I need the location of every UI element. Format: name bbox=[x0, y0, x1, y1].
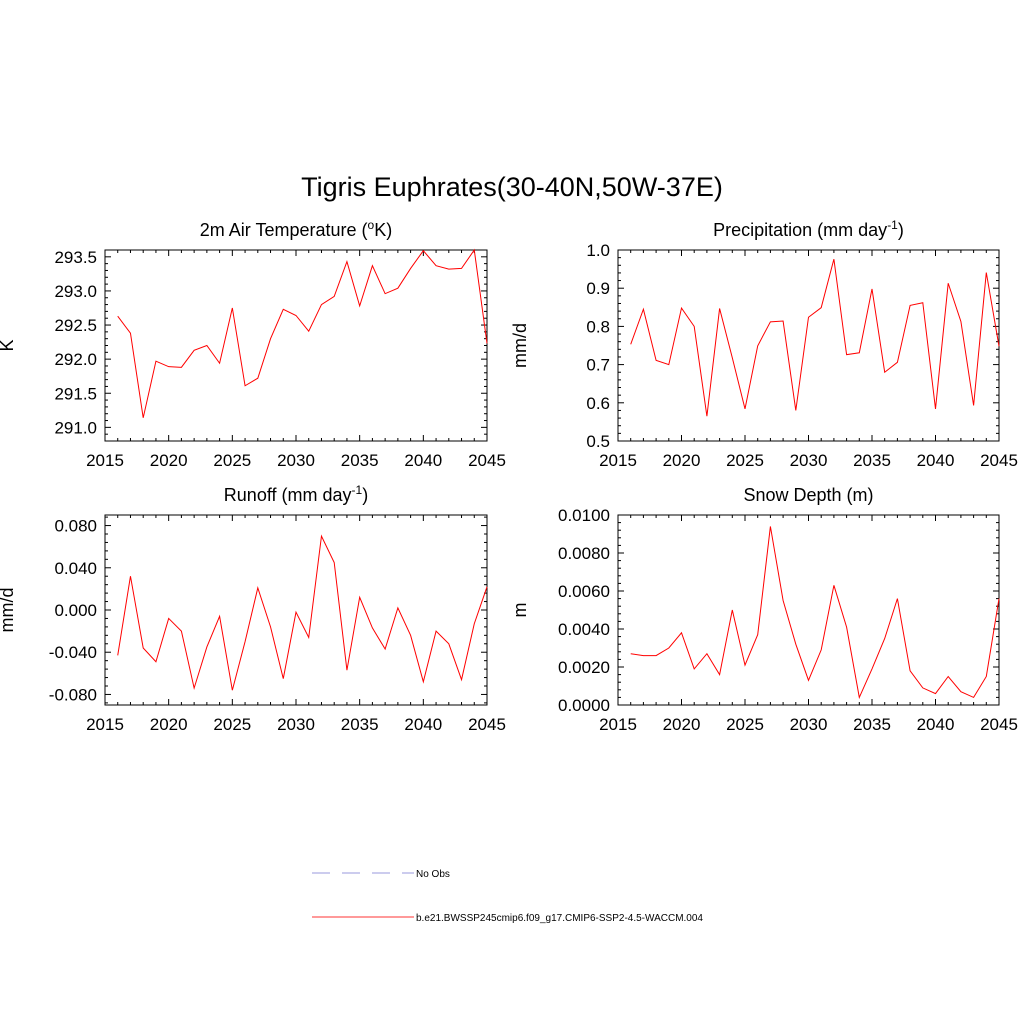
air-temperature-y-tick-label: 293.0 bbox=[54, 282, 97, 301]
snow-depth-plot-frame bbox=[617, 514, 1000, 706]
runoff-y-tick-label: -0.080 bbox=[49, 685, 97, 704]
precipitation-y-tick-label: 0.6 bbox=[586, 394, 610, 413]
snow-depth-x-tick-label: 2020 bbox=[663, 715, 701, 734]
precipitation-x-tick-label: 2040 bbox=[917, 451, 955, 470]
precipitation-title-main: Precipitation (mm day bbox=[713, 220, 887, 240]
snow-depth-y-tick-label: 0.0080 bbox=[558, 544, 610, 563]
runoff-x-tick-label: 2035 bbox=[341, 715, 379, 734]
precipitation-x-tick-label: 2025 bbox=[726, 451, 764, 470]
precipitation-x-tick-label: 2045 bbox=[980, 451, 1018, 470]
legend-label-model: b.e21.BWSSP245cmip6.f09_g17.CMIP6-SSP2-4… bbox=[416, 913, 703, 924]
runoff-panel-title: Runoff (mm day-1) bbox=[224, 483, 368, 505]
precipitation-x-tick-label: 2030 bbox=[790, 451, 828, 470]
air-temperature-y-tick-label: 291.0 bbox=[54, 418, 97, 437]
precipitation-y-tick-label: 0.5 bbox=[586, 432, 610, 451]
panel-runoff: 2015 2020 2025 2030 2035 2040 2045 -0.080 -0.040… bbox=[0, 483, 506, 734]
air-temperature-y-tick-label: 292.0 bbox=[54, 350, 97, 369]
snow-depth-y-tick-label: 0.0100 bbox=[558, 506, 610, 525]
runoff-x-tick-label: 2015 bbox=[86, 715, 124, 734]
air-temperature-y-axis-label: K bbox=[0, 339, 17, 351]
runoff-y-tick-label: 0.000 bbox=[54, 601, 97, 620]
snow-depth-x-tick-label: 2025 bbox=[726, 715, 764, 734]
runoff-title-tail: ) bbox=[362, 485, 368, 505]
precipitation-x-tick-label: 2035 bbox=[853, 451, 891, 470]
air-temperature-x-tick-label: 2045 bbox=[468, 451, 506, 470]
air-temperature-title-tail: K) bbox=[374, 220, 392, 240]
air-temperature-series-line bbox=[117, 248, 488, 418]
air-temperature-y-tick-label: 292.5 bbox=[54, 316, 97, 335]
air-temperature-x-tick-label: 2020 bbox=[150, 451, 188, 470]
runoff-title-main: Runoff (mm day bbox=[224, 485, 352, 505]
precipitation-y-tick-label: 0.8 bbox=[586, 317, 610, 336]
runoff-x-tick-label: 2040 bbox=[404, 715, 442, 734]
runoff-x-tick-label: 2045 bbox=[468, 715, 506, 734]
runoff-x-tick-label: 2020 bbox=[150, 715, 188, 734]
snow-depth-y-tick-label: 0.0040 bbox=[558, 620, 610, 639]
air-temperature-x-tick-label: 2025 bbox=[213, 451, 251, 470]
runoff-x-tick-label: 2025 bbox=[213, 715, 251, 734]
precipitation-y-tick-label: 0.7 bbox=[586, 356, 610, 375]
snow-depth-x-tick-label: 2015 bbox=[599, 715, 637, 734]
air-temperature-x-tick-label: 2015 bbox=[86, 451, 124, 470]
panels: 2015 2020 2025 2030 2035 2040 2045 291.0 291.5 29… bbox=[0, 218, 1018, 734]
runoff-y-tick-label: -0.040 bbox=[49, 643, 97, 662]
precipitation-series-line bbox=[630, 259, 1000, 417]
precipitation-y-axis-label: mm/d bbox=[510, 323, 530, 368]
air-temperature-y-tick-label: 291.5 bbox=[54, 384, 97, 403]
precipitation-y-tick-label: 0.9 bbox=[586, 279, 610, 298]
runoff-y-tick-label: 0.040 bbox=[54, 559, 97, 578]
snow-depth-x-tick-label: 2045 bbox=[980, 715, 1018, 734]
figure-title: Tigris Euphrates(30-40N,50W-37E) bbox=[301, 172, 723, 202]
snow-depth-y-axis-label: m bbox=[510, 603, 530, 618]
snow-depth-y-tick-label: 0.0000 bbox=[558, 696, 610, 715]
air-temperature-panel-title: 2m Air Temperature (oK) bbox=[200, 218, 392, 240]
air-temperature-x-tick-label: 2030 bbox=[277, 451, 315, 470]
legend: No Obs b.e21.BWSSP245cmip6.f09_g17.CMIP6… bbox=[312, 869, 703, 924]
snow-depth-x-tick-label: 2040 bbox=[917, 715, 955, 734]
air-temperature-title-main: 2m Air Temperature ( bbox=[200, 220, 368, 240]
precipitation-title-superscript: -1 bbox=[887, 218, 898, 232]
legend-label-no-obs: No Obs bbox=[416, 869, 450, 880]
runoff-x-tick-label: 2030 bbox=[277, 715, 315, 734]
runoff-series-line bbox=[117, 534, 488, 691]
air-temperature-x-tick-label: 2035 bbox=[341, 451, 379, 470]
precipitation-panel-title: Precipitation (mm day-1) bbox=[713, 218, 904, 240]
snow-depth-x-tick-label: 2030 bbox=[790, 715, 828, 734]
precipitation-x-tick-label: 2015 bbox=[599, 451, 637, 470]
runoff-y-axis-label: mm/d bbox=[0, 588, 17, 633]
precipitation-title-tail: ) bbox=[898, 220, 904, 240]
air-temperature-x-tick-label: 2040 bbox=[404, 451, 442, 470]
snow-depth-title-main: Snow Depth (m) bbox=[743, 485, 873, 505]
panel-air-temperature: 2015 2020 2025 2030 2035 2040 2045 291.0 291.5 29… bbox=[0, 218, 506, 470]
snow-depth-y-tick-label: 0.0060 bbox=[558, 582, 610, 601]
snow-depth-y-tick-label: 0.0020 bbox=[558, 658, 610, 677]
snow-depth-series-line bbox=[630, 526, 1000, 700]
air-temperature-y-tick-label: 293.5 bbox=[54, 248, 97, 267]
precipitation-y-tick-label: 1.0 bbox=[586, 241, 610, 260]
snow-depth-panel-title: Snow Depth (m) bbox=[743, 485, 873, 505]
runoff-title-superscript: -1 bbox=[352, 483, 363, 497]
snow-depth-x-tick-label: 2035 bbox=[853, 715, 891, 734]
runoff-y-tick-label: 0.080 bbox=[54, 517, 97, 536]
precipitation-x-tick-label: 2020 bbox=[663, 451, 701, 470]
air-temperature-title-superscript: o bbox=[368, 218, 375, 232]
panel-precipitation: 2015 2020 2025 2030 2035 2040 2045 0.5 0.6 0.7 0.8… bbox=[510, 218, 1018, 470]
air-temperature-plot-frame bbox=[104, 249, 488, 442]
panel-snow-depth: 2015 2020 2025 2030 2035 2040 2045 0.0000 0.0020… bbox=[510, 485, 1018, 734]
runoff-plot-frame bbox=[104, 514, 488, 706]
